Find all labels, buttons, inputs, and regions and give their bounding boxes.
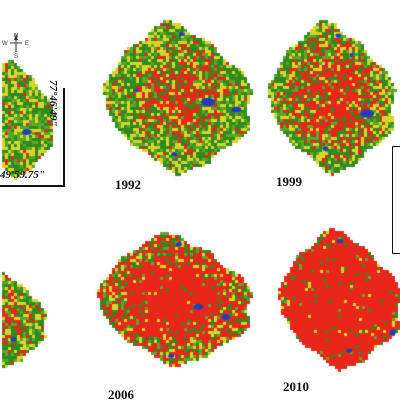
year-label-1999: 1999 — [276, 174, 302, 189]
legend-box-bottom — [392, 253, 400, 254]
compass-east: E — [25, 41, 30, 47]
compass-west: W — [2, 41, 8, 47]
compass-north: N — [14, 33, 19, 39]
longitude-label: 77°46'49" — [47, 80, 59, 127]
latitude-label: 49'59.75" — [0, 169, 45, 181]
coordinate-frame-right — [63, 88, 65, 187]
coordinate-frame-bottom — [0, 185, 65, 187]
year-label-1992: 1992 — [115, 177, 141, 192]
legend-box-top — [392, 146, 400, 147]
legend-box-left — [392, 146, 393, 254]
compass-south: S — [14, 54, 19, 60]
compass-icon — [10, 34, 22, 52]
year-label-2010: 2010 — [283, 379, 309, 394]
year-label-2006: 2006 — [108, 387, 134, 402]
